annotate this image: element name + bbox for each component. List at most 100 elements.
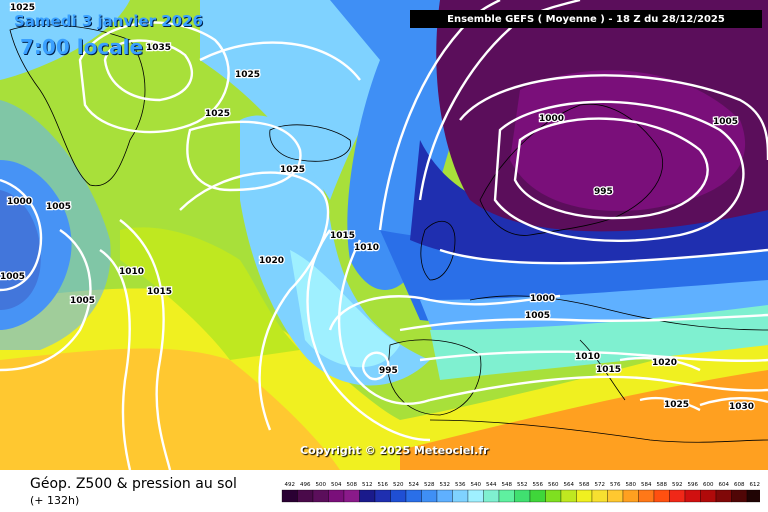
footer-lead-time: (+ 132h) xyxy=(30,494,80,507)
legend-swatch xyxy=(591,489,608,503)
isobar-1015-north xyxy=(378,0,501,231)
isobar-995-low xyxy=(361,351,390,381)
color-scale-legend: 492 496 500 504 508 512 516 520 524 528 532 536 540 5… xyxy=(281,482,761,503)
isobar-1005-east xyxy=(399,313,768,332)
isobar-1025-east xyxy=(639,396,701,412)
legend-tick-label: 496 xyxy=(300,482,311,488)
isobar-label-1005-d: 1005 xyxy=(713,117,738,127)
north-africa-coast xyxy=(429,419,768,443)
band-lightcyan-center xyxy=(290,250,400,368)
legend-tick-label: 564 xyxy=(564,482,575,488)
band-yellow-green xyxy=(120,227,300,360)
legend-swatch xyxy=(498,489,515,503)
band-cyan-north xyxy=(200,0,420,200)
legend-tick-label: 556 xyxy=(533,482,544,488)
legend-swatch xyxy=(359,489,376,503)
isobar-label-1025-b: 1025 xyxy=(235,70,260,80)
band-cyan-northwest xyxy=(0,0,130,80)
isobar-label-1000-west: 1000 xyxy=(7,197,32,207)
isobar-1020-east xyxy=(619,356,701,372)
band-orange-south xyxy=(0,348,340,470)
isobar-1000-south xyxy=(328,294,561,331)
isobar-1025-arc xyxy=(199,41,361,81)
legend-swatch xyxy=(684,489,701,503)
isobar-labels: 1025 1035 1025 1025 1025 1000 1005 1005 … xyxy=(0,2,755,414)
isobar-1015-east xyxy=(429,375,768,402)
legend-tick-label: 520 xyxy=(393,482,404,488)
legend-swatch xyxy=(653,489,670,503)
isobar-1010-center xyxy=(337,239,431,405)
legend-swatch xyxy=(669,489,686,503)
isobar-label-1020-a: 1020 xyxy=(259,256,284,266)
legend-swatch xyxy=(312,489,329,503)
legend-tick-label: 612 xyxy=(750,482,761,488)
legend-swatch xyxy=(622,489,639,503)
legend-tick-label: 604 xyxy=(719,482,730,488)
isobar-label-1005-c: 1005 xyxy=(70,296,95,306)
isobar-label-1025-c: 1025 xyxy=(205,109,230,119)
legend-tick-label: 504 xyxy=(331,482,342,488)
isobar-1010-mid xyxy=(99,249,132,470)
footer-title: Géop. Z500 & pression au sol xyxy=(30,476,237,492)
europe-coast xyxy=(469,295,768,331)
isobar-1015-mid xyxy=(119,219,172,470)
legend-tick-label: 584 xyxy=(641,482,652,488)
legend-swatch xyxy=(343,489,360,503)
legend-swatch xyxy=(328,489,345,503)
legend-tick-label: 548 xyxy=(502,482,513,488)
isobar-label-1035: 1035 xyxy=(146,43,171,53)
isobar-label-1010-c: 1010 xyxy=(575,352,600,362)
isobar-1030-east xyxy=(699,397,768,407)
legend-tick-label: 528 xyxy=(424,482,435,488)
isobar-label-1005-a: 1005 xyxy=(46,202,71,212)
legend-tick-label: 596 xyxy=(688,482,699,488)
isobar-1025-north xyxy=(186,120,302,192)
greenland-coast xyxy=(9,24,146,187)
isobar-1005-west xyxy=(0,229,92,372)
band-darkblue-east xyxy=(410,140,768,264)
isobar-label-995-south: 995 xyxy=(379,366,398,376)
isobars xyxy=(0,0,768,470)
legend-tick-label: 592 xyxy=(672,482,683,488)
legend-swatch xyxy=(638,489,655,503)
legend-swatch xyxy=(700,489,717,503)
legend-swatch xyxy=(607,489,624,503)
legend-tick-label: 600 xyxy=(703,482,714,488)
isobar-1000-west xyxy=(0,178,43,292)
legend-tick-label: 544 xyxy=(486,482,497,488)
isobar-1020-west xyxy=(179,171,330,431)
legend-swatch xyxy=(452,489,469,503)
isobar-label-995-north: 995 xyxy=(594,187,613,197)
legend-swatch xyxy=(405,489,422,503)
geopotential-bands xyxy=(0,0,768,470)
legend-tick-label: 512 xyxy=(362,482,373,488)
legend-swatch xyxy=(560,489,577,503)
legend-swatch xyxy=(281,489,298,503)
legend-tick-label: 508 xyxy=(347,482,358,488)
isobar-label-1000-b: 1000 xyxy=(530,294,555,304)
legend-tick-label: 580 xyxy=(626,482,637,488)
model-run-info: Ensemble GEFS ( Moyenne ) - 18 Z du 28/1… xyxy=(410,10,762,28)
legend-swatch xyxy=(715,489,732,503)
legend-tick-label: 524 xyxy=(409,482,420,488)
isobar-1010-ring xyxy=(439,248,768,265)
legend-swatch xyxy=(529,489,546,503)
legend-swatch xyxy=(483,489,500,503)
legend-tick-label: 540 xyxy=(471,482,482,488)
legend-swatch xyxy=(436,489,453,503)
legend-swatch xyxy=(545,489,562,503)
legend-tick-label: 576 xyxy=(610,482,621,488)
isobar-1000-north xyxy=(493,100,745,242)
legend-tick-label: 560 xyxy=(548,482,559,488)
forecast-time-label: 7:00 locale xyxy=(20,35,144,59)
legend-tick-label: 588 xyxy=(657,482,668,488)
legend-tick-label: 516 xyxy=(378,482,389,488)
legend-tick-label: 536 xyxy=(455,482,466,488)
isobar-label-1010-b: 1010 xyxy=(354,243,379,253)
legend-swatch xyxy=(374,489,391,503)
legend-swatch xyxy=(576,489,593,503)
isobar-1005-north xyxy=(459,74,768,161)
isobar-label-1030: 1030 xyxy=(729,402,754,412)
band-green-east xyxy=(430,305,768,380)
